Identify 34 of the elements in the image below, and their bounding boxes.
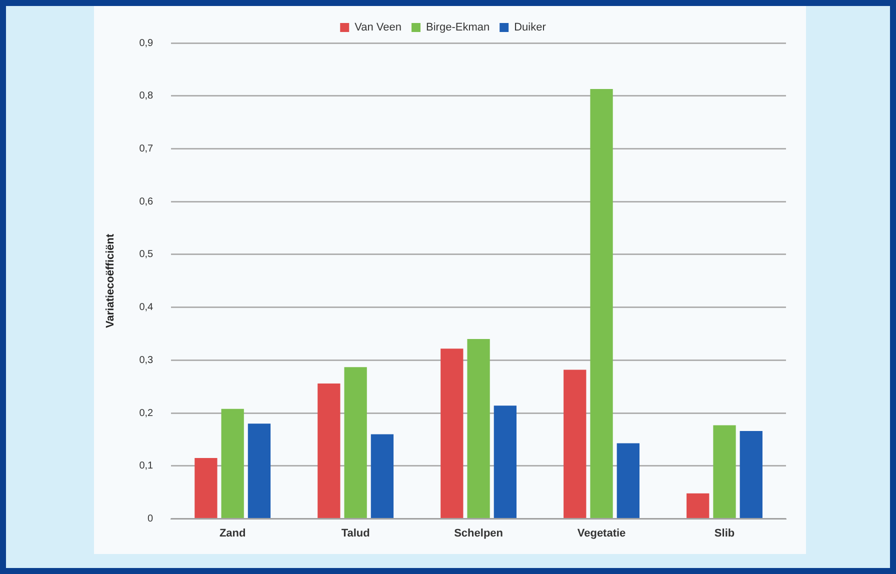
bar	[221, 408, 244, 518]
bar	[370, 434, 394, 518]
y-tick-label: 0,1	[139, 460, 154, 472]
y-tick-label: 0,8	[139, 90, 154, 102]
legend-label: Van Veen	[354, 22, 402, 34]
bar	[686, 493, 710, 518]
bar	[616, 443, 640, 518]
bar	[318, 383, 340, 518]
bar	[344, 367, 367, 518]
x-tick-label: Zand	[219, 527, 246, 540]
bar	[467, 339, 490, 518]
legend-label: Duiker	[514, 22, 546, 34]
x-tick-label: Schelpen	[454, 527, 504, 540]
y-tick-label: 0	[148, 514, 154, 525]
legend-label: Birge-Ekman	[426, 22, 490, 34]
bar	[740, 431, 762, 518]
y-tick-label: 0,3	[139, 354, 154, 366]
bar	[248, 424, 271, 518]
bar	[440, 348, 464, 518]
bar	[590, 88, 613, 518]
bar	[494, 406, 517, 518]
x-tick-label: Slib	[714, 527, 735, 540]
y-tick-label: 0,7	[139, 143, 154, 154]
y-axis-title: Variatiecoëfficiënt	[104, 233, 117, 328]
y-tick-label: 0,4	[139, 302, 154, 314]
bar	[564, 370, 586, 518]
bar	[713, 425, 736, 518]
y-tick-label: 0,5	[139, 249, 154, 260]
y-tick-label: 0,2	[139, 408, 154, 419]
y-tick-label: 0,6	[139, 196, 154, 208]
x-tick-label: Talud	[341, 527, 370, 540]
bar	[194, 458, 218, 518]
y-tick-label: 0,9	[139, 38, 154, 49]
x-tick-label: Vegetatie	[577, 527, 626, 540]
